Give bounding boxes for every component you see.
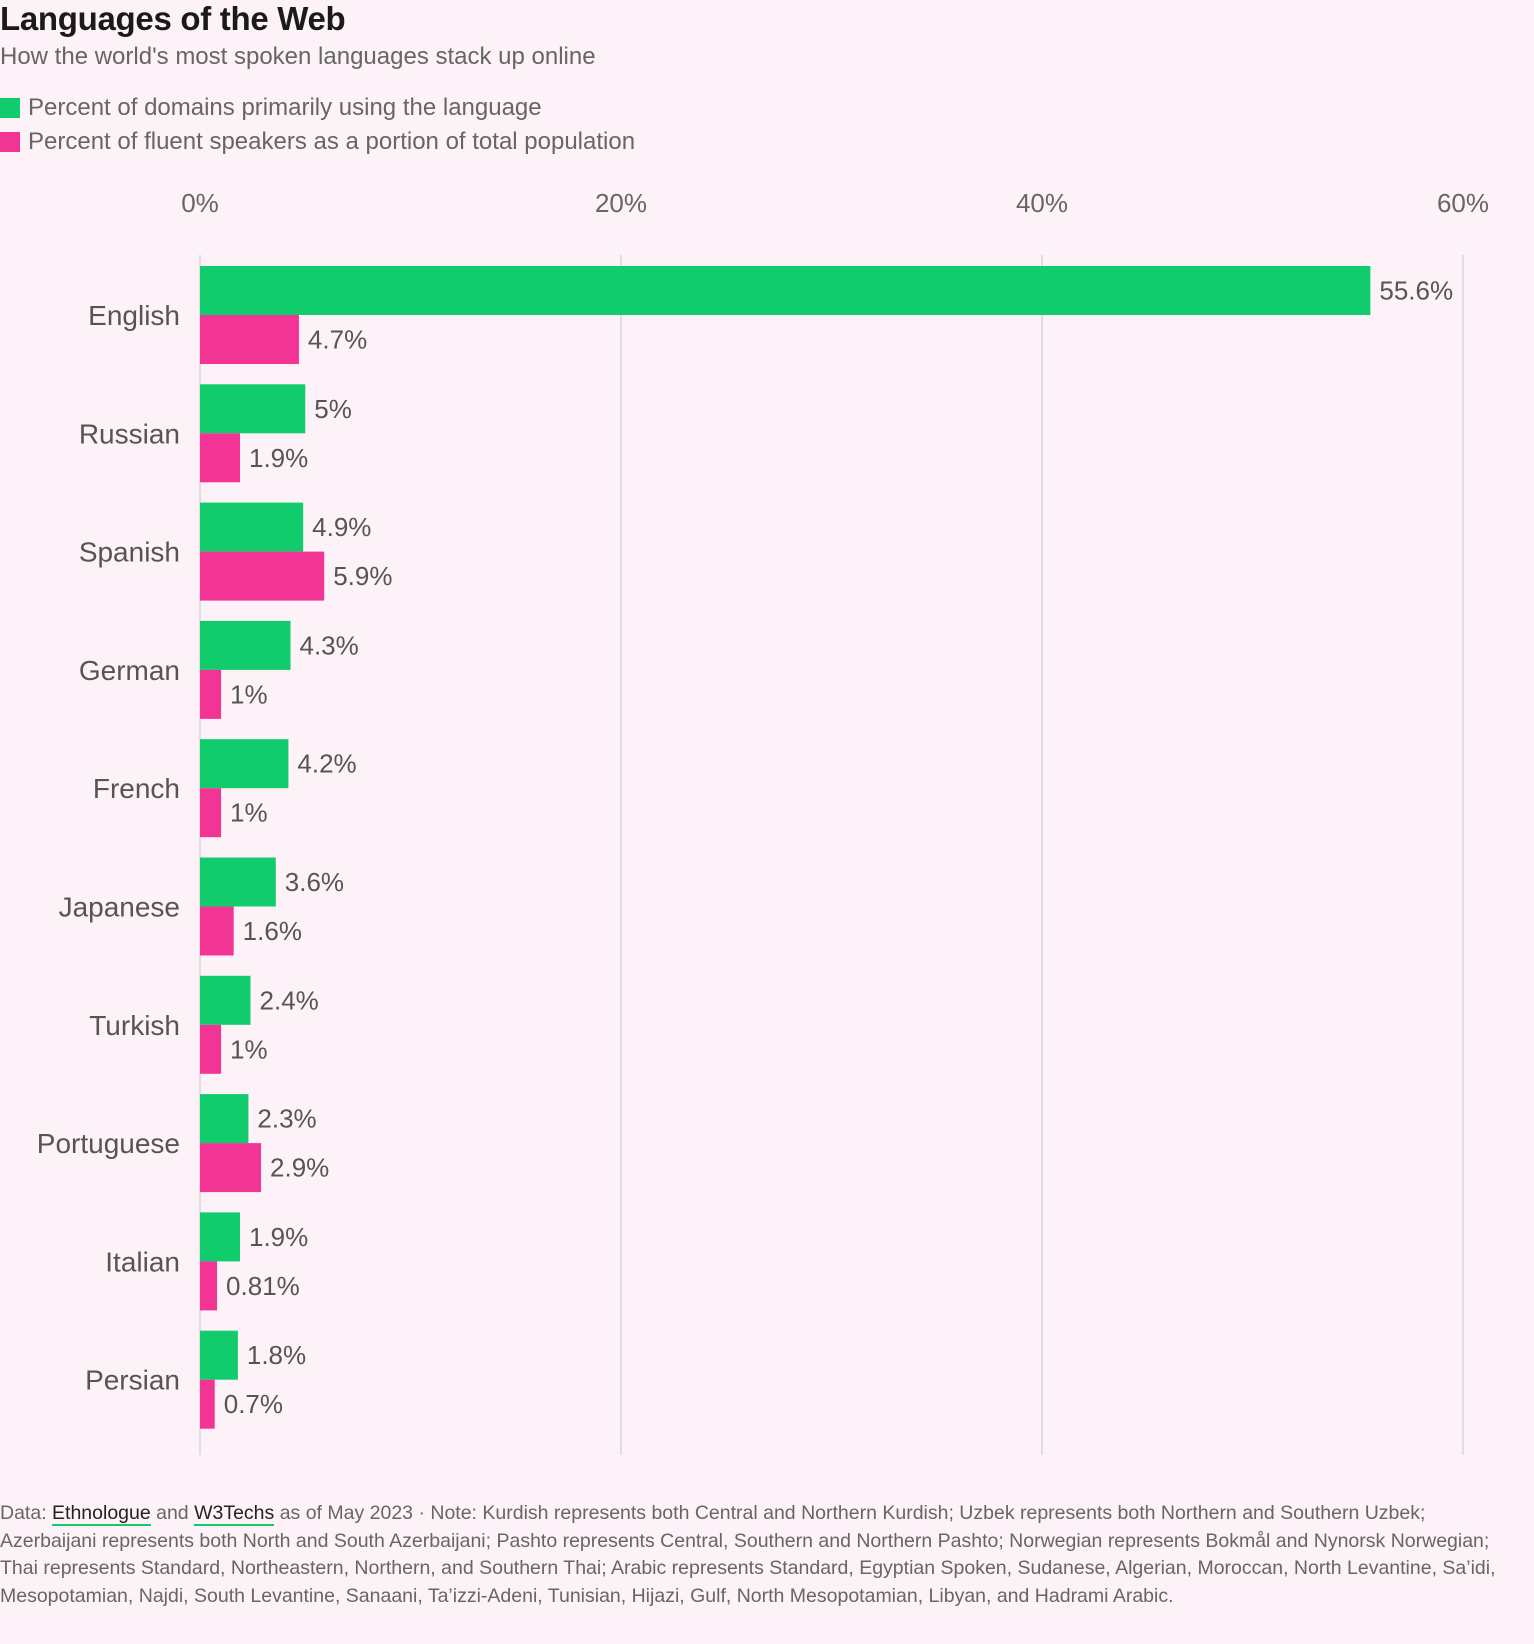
bar-speakers	[200, 1024, 222, 1074]
legend-item-speakers: Percent of fluent speakers as a portion …	[0, 128, 635, 156]
bar-speakers	[200, 1261, 218, 1311]
bar-domains	[200, 266, 1371, 315]
value-label: 1.8%	[247, 1340, 306, 1370]
value-label: 4.3%	[300, 630, 359, 660]
category-label: Japanese	[59, 892, 180, 923]
chart-subtitle: How the world's most spoken languages st…	[0, 43, 596, 70]
legend-label: Percent of domains primarily using the l…	[28, 94, 542, 121]
value-label: 0.81%	[226, 1271, 300, 1301]
value-label: 1.9%	[249, 1222, 308, 1252]
category-label: German	[79, 655, 180, 686]
chart-title: Languages of the Web	[0, 0, 346, 37]
bar-chart: 0% 20% 40% 60%English55.6%4.7%Russian5%1.9%…	[37, 188, 1489, 1455]
bar-speakers	[200, 788, 222, 838]
ethnologue-link[interactable]: Ethnologue	[52, 1502, 151, 1526]
legend-swatch-green	[0, 98, 20, 118]
footer-note-text: as of May 2023 · Note: Kurdish represent…	[0, 1502, 1496, 1607]
value-label: 5.9%	[333, 561, 392, 591]
x-tick-label: 60%	[1437, 188, 1489, 218]
legend-swatch-pink	[0, 132, 20, 152]
bar-domains	[200, 1094, 249, 1144]
bar-speakers	[200, 906, 234, 956]
bar-speakers	[200, 433, 240, 483]
bar-domains	[200, 620, 291, 670]
category-label: Italian	[105, 1246, 180, 1277]
bar-domains	[200, 857, 276, 907]
value-label: 2.3%	[257, 1104, 316, 1134]
category-label: French	[93, 773, 180, 804]
bar-speakers	[200, 551, 325, 601]
value-label: 2.4%	[260, 985, 319, 1015]
value-label: 55.6%	[1379, 276, 1453, 306]
bar-domains	[200, 384, 306, 434]
x-tick-label: 0%	[181, 188, 219, 218]
value-label: 3.6%	[285, 867, 344, 897]
bar-speakers	[200, 315, 299, 364]
bar-speakers	[200, 1143, 262, 1193]
category-label: Turkish	[89, 1010, 180, 1041]
bar-speakers	[200, 669, 222, 719]
w3techs-link[interactable]: W3Techs	[194, 1502, 275, 1526]
bar-speakers	[200, 1379, 215, 1429]
value-label: 4.9%	[312, 512, 371, 542]
bar-domains	[200, 739, 289, 789]
bar-domains	[200, 502, 304, 552]
footer-note: Data: Ethnologue and W3Techs as of May 2…	[0, 1500, 1525, 1610]
bar-domains	[200, 1212, 240, 1262]
x-tick-label: 40%	[1016, 188, 1068, 218]
x-tick-label: 20%	[595, 188, 647, 218]
value-label: 2.9%	[270, 1153, 329, 1183]
value-label: 4.7%	[308, 325, 367, 355]
value-label: 4.2%	[297, 749, 356, 779]
category-label: Portuguese	[37, 1128, 180, 1159]
footer-prefix: Data:	[0, 1502, 53, 1524]
bar-domains	[200, 1330, 238, 1380]
value-label: 0.7%	[224, 1389, 283, 1419]
value-label: 5%	[314, 394, 352, 424]
category-label: Russian	[79, 418, 180, 449]
value-label: 1%	[230, 798, 268, 828]
legend-item-domains: Percent of domains primarily using the l…	[0, 94, 542, 122]
category-label: Persian	[85, 1365, 180, 1396]
bar-domains	[200, 975, 251, 1025]
value-label: 1%	[230, 1034, 268, 1064]
category-label: Spanish	[79, 537, 180, 568]
value-label: 1.6%	[243, 916, 302, 946]
category-label: English	[88, 300, 180, 331]
legend-label: Percent of fluent speakers as a portion …	[28, 128, 636, 155]
value-label: 1%	[230, 679, 268, 709]
value-label: 1.9%	[249, 443, 308, 473]
footer-and: and	[150, 1502, 195, 1524]
